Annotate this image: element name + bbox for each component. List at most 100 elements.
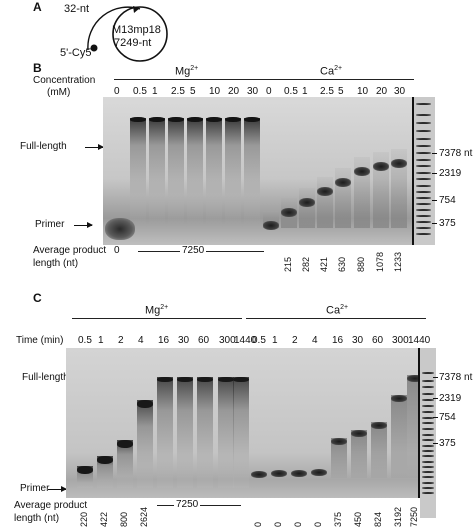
c-ca-product-band: [407, 375, 418, 382]
c-ladder-tick: [433, 377, 438, 378]
b-ca-value: 630: [337, 256, 347, 272]
dye-label: 5'-Cy5: [60, 47, 92, 59]
c-mg-bracket: [72, 318, 242, 319]
c-ca-product-band: [391, 395, 407, 402]
c-time-label: 1: [272, 335, 278, 346]
c-ca-product-band: [351, 430, 367, 437]
c-ladder-band: [422, 445, 434, 447]
b-full-length-band: [130, 117, 146, 122]
c-time-label: 60: [198, 335, 210, 346]
c-average-unit: length (nt): [14, 513, 60, 524]
b-mg-smear: [187, 118, 203, 228]
c-ladder-band: [422, 450, 434, 452]
concentration-label: Concentration: [33, 75, 96, 86]
b-average-unit: length (nt): [33, 258, 79, 269]
concentration-unit: (mM): [47, 87, 71, 98]
b-ca-value: 1233: [393, 251, 403, 272]
c-mg-smear: [157, 377, 173, 488]
c-mg-value: 220: [79, 511, 89, 527]
b-ca-product-band: [391, 159, 407, 168]
c-ca-value: 0: [273, 521, 283, 527]
gel-b: [103, 97, 412, 245]
c-ladder-band: [422, 411, 434, 413]
panel-b-label: B: [33, 61, 42, 75]
c-time-label: 30: [178, 335, 190, 346]
c-ca-product-band: [251, 471, 267, 478]
c-mg-product-band: [117, 440, 133, 448]
b-primer-band: [105, 218, 135, 240]
b-ca-product-band: [335, 178, 351, 187]
c-mg-value: 2624: [139, 506, 149, 527]
b-ladder-band: [416, 197, 431, 199]
b-full-length-band: [225, 117, 241, 122]
c-ca-value: 0: [313, 521, 323, 527]
b-concentration-label: 0.5: [133, 86, 147, 97]
b-ladder-band: [416, 209, 431, 211]
b-concentration-label: 10: [357, 86, 369, 97]
b-ladder-band: [416, 130, 431, 132]
c-ladder-band: [422, 393, 434, 395]
b-mg-smear: [130, 118, 146, 228]
panel-c-label: C: [33, 291, 42, 305]
b-ladder-band: [416, 227, 431, 229]
c-mg-product-band: [177, 377, 193, 382]
b-concentration-label: 5: [190, 86, 196, 97]
b-ca-smear: [373, 152, 389, 228]
b-full-length-band: [187, 117, 203, 122]
c-mg-product-band: [197, 377, 213, 382]
c-ca-product-band: [291, 470, 307, 477]
panel-a-label: A: [33, 0, 42, 14]
c-mg-product-band: [233, 377, 249, 382]
b-ladder-band: [416, 159, 431, 161]
b-concentration-label: 30: [247, 86, 259, 97]
b-ca-product-band: [263, 221, 279, 230]
b-mg-smear: [168, 118, 184, 228]
c-mg-value: 800: [119, 511, 129, 527]
c-time-label: 1440: [408, 335, 431, 346]
b-mg-header: Mg2+: [175, 65, 199, 78]
c-time-label: 30: [352, 335, 364, 346]
c-ladder-band: [422, 476, 434, 478]
b-ladder-band: [416, 114, 431, 116]
b-ladder-label: 2319: [439, 168, 462, 179]
gel-c: [66, 348, 418, 498]
c-time-label: 1: [98, 335, 104, 346]
b-ca-bracket: [266, 79, 414, 80]
c-mg-smear: [177, 377, 193, 488]
c-mg-value: 422: [99, 511, 109, 527]
b-mg-zero: 0: [114, 245, 120, 256]
c-ca-value: 375: [333, 511, 343, 527]
b-primer-arrow: [74, 222, 93, 228]
b-mg-smear: [206, 118, 222, 228]
b-ladder-band: [416, 172, 431, 174]
b-ca-smear: [299, 188, 315, 228]
c-ladder-tick: [433, 398, 438, 399]
c-mg-product-band: [77, 466, 93, 474]
b-concentration-label: 0.5: [284, 86, 298, 97]
ladder-c-divider: [418, 348, 420, 498]
c-ca-smear: [331, 438, 347, 478]
b-full-length-band: [149, 117, 165, 122]
c-mg-smear: [197, 377, 213, 488]
b-concentration-label: 20: [228, 86, 240, 97]
template-length: 7249-nt: [114, 37, 152, 49]
time-label: Time (min): [16, 335, 64, 346]
c-primer-label: Primer: [20, 483, 50, 494]
c-ladder-band: [422, 380, 434, 382]
b-average-label: Average product: [33, 245, 107, 256]
c-ca-value: 824: [373, 511, 383, 527]
b-ca-value: 421: [319, 256, 329, 272]
c-ladder-band: [422, 492, 434, 494]
b-ladder-band: [416, 221, 431, 223]
b-ladder-band: [416, 178, 431, 180]
b-ladder-band: [416, 191, 431, 193]
b-7250-value: 7250: [180, 245, 207, 256]
c-time-label: 300: [392, 335, 409, 346]
b-ca-product-band: [299, 198, 315, 207]
b-ladder-tick: [432, 153, 437, 154]
b-ladder-band: [416, 145, 431, 147]
c-ladder-band: [422, 417, 434, 419]
ladder-b: [413, 97, 435, 245]
b-ca-product-band: [317, 187, 333, 196]
c-mg-product-band: [218, 377, 234, 382]
